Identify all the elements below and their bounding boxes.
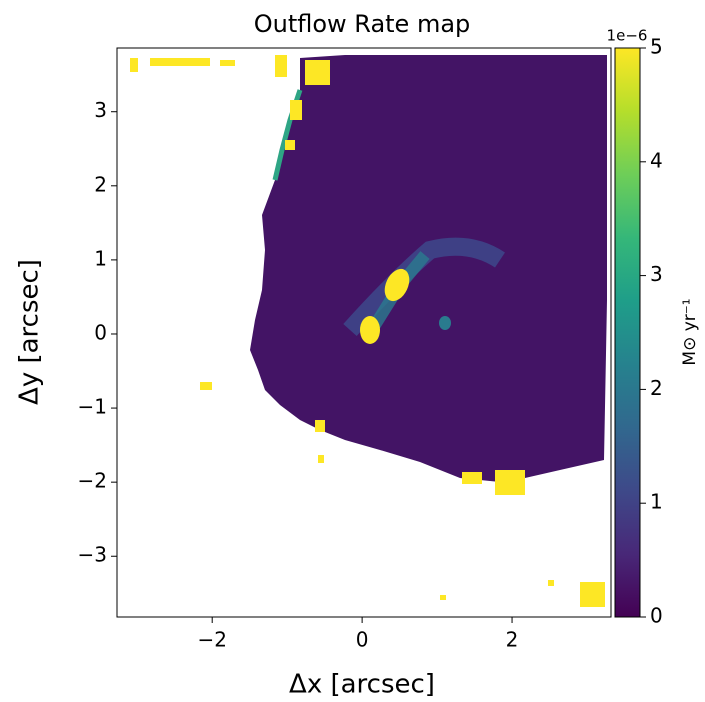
map-image xyxy=(130,55,607,607)
y-axis-label: Δy [arcsec] xyxy=(15,259,45,405)
colorbar-offset: 1e−6 xyxy=(607,27,648,45)
y-tick-label: 1 xyxy=(94,246,107,270)
y-tick-label: 0 xyxy=(94,320,107,344)
x-axis-label: Δx [arcsec] xyxy=(289,670,435,700)
plot-frame xyxy=(116,47,612,618)
colorbar-label: M⊙ yr⁻¹ xyxy=(680,298,700,365)
x-tick-label: 2 xyxy=(506,628,519,652)
colorbar-tick-label: 0 xyxy=(650,604,663,628)
colorbar-tick-label: 3 xyxy=(650,262,663,286)
y-tick-label: 2 xyxy=(94,172,107,196)
colorbar-tick-label: 4 xyxy=(650,148,663,172)
x-tick-label: 0 xyxy=(356,628,369,652)
y-tick-label: 3 xyxy=(94,98,107,122)
y-tick-label: −1 xyxy=(78,395,107,419)
colorbar-tick-label: 2 xyxy=(650,376,663,400)
colorbar-tick-label: 5 xyxy=(650,35,663,59)
colorbar xyxy=(614,47,641,618)
chart-title: Outflow Rate map xyxy=(254,10,471,38)
x-tick-label: −2 xyxy=(197,628,226,652)
y-tick-label: −3 xyxy=(78,543,107,567)
colorbar-tick-label: 1 xyxy=(650,490,663,514)
y-tick-label: −2 xyxy=(78,469,107,493)
